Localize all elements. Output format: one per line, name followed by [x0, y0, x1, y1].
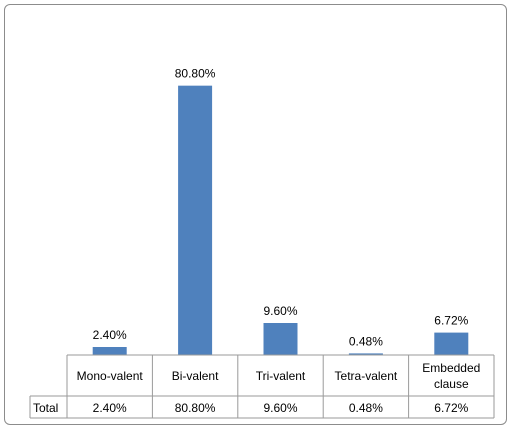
table-cell: 2.40%	[93, 401, 127, 415]
data-table: Mono-valent Bi-valent Tri-valent Tetra-vale…	[30, 355, 494, 418]
category-label: Mono-valent	[77, 369, 144, 383]
bar-bi-valent	[178, 86, 212, 355]
bar-embedded-clause	[434, 333, 468, 355]
data-label: 80.80%	[175, 67, 216, 81]
data-label: 9.60%	[263, 304, 297, 318]
table-cell: 0.48%	[349, 401, 383, 415]
bar-mono-valent	[93, 347, 127, 355]
data-label: 2.40%	[93, 328, 127, 342]
table-cell: 6.72%	[434, 401, 468, 415]
category-label: Embedded clause	[422, 361, 480, 391]
data-label: 6.72%	[434, 314, 468, 328]
data-labels-group: 2.40% 80.80% 9.60% 0.48% 6.72%	[93, 67, 469, 349]
table-cell: 9.60%	[263, 401, 297, 415]
bar-tri-valent	[264, 323, 298, 355]
category-label: Tetra-valent	[335, 369, 398, 383]
category-label: Tri-valent	[256, 369, 306, 383]
table-cell: 80.80%	[175, 401, 216, 415]
category-label: Bi-valent	[172, 369, 219, 383]
table-row-header: Total	[33, 401, 58, 415]
data-label: 0.48%	[349, 334, 383, 348]
